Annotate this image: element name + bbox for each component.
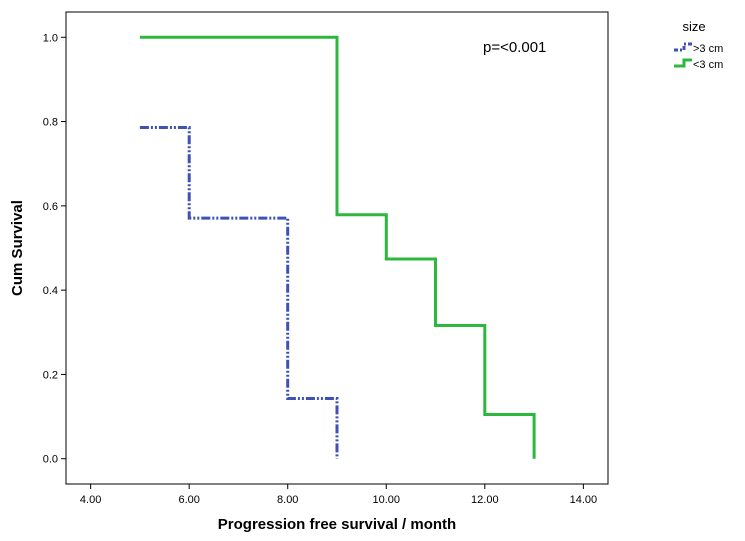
y-tick-label: 0.8 — [43, 117, 58, 129]
x-axis-ticks: 4.00 6.00 8.00 10.00 12.00 14.00 — [80, 484, 597, 506]
y-tick-label: 0.0 — [43, 454, 58, 466]
y-axis-title: Cum Survival — [9, 200, 26, 296]
x-tick-label: 4.00 — [80, 494, 101, 506]
x-tick-label: 14.00 — [570, 494, 598, 506]
x-tick-label: 12.00 — [471, 494, 499, 506]
legend-title: size — [682, 19, 705, 34]
survival-curve-lt3cm — [139, 35, 536, 459]
legend: size >3 cm <3 cm — [674, 19, 723, 71]
x-axis-title: Progression free survival / month — [218, 516, 456, 533]
series-layer — [139, 35, 536, 459]
x-tick-label: 8.00 — [277, 494, 298, 506]
y-axis-ticks: 0.0 0.2 0.4 0.6 0.8 1.0 — [43, 32, 66, 466]
survival-curve-gt3cm — [139, 126, 339, 459]
y-tick-label: 0.6 — [43, 201, 58, 213]
y-tick-label: 0.4 — [43, 285, 58, 297]
x-tick-label: 6.00 — [178, 494, 199, 506]
y-tick-label: 1.0 — [43, 32, 58, 44]
legend-swatch — [674, 42, 692, 52]
legend-label: <3 cm — [693, 59, 723, 71]
p-value-annotation: p=<0.001 — [483, 39, 546, 56]
y-tick-label: 0.2 — [43, 369, 58, 381]
legend-swatch — [674, 58, 692, 68]
legend-label: >3 cm — [693, 43, 723, 55]
x-tick-label: 10.00 — [373, 494, 401, 506]
